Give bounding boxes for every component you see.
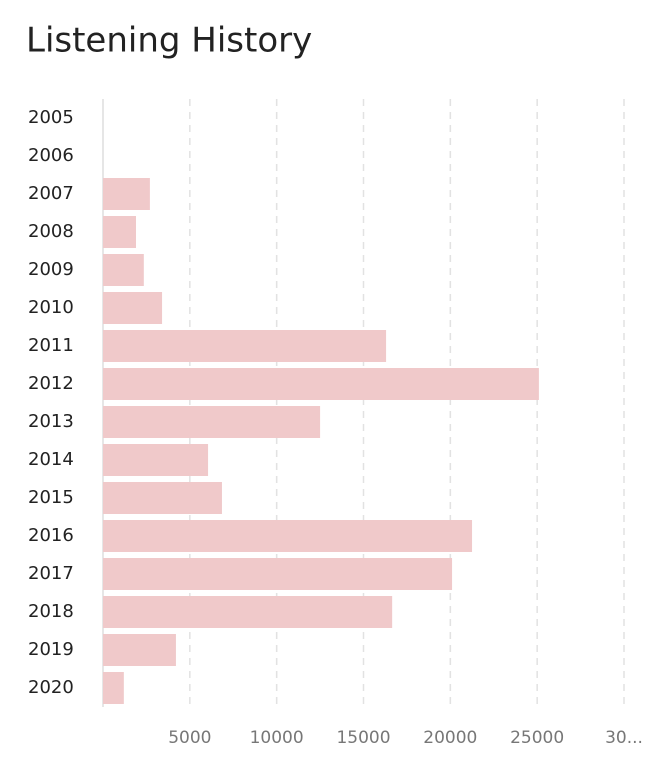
y-tick-label: 2010 — [28, 297, 74, 318]
chart-title: Listening History — [26, 21, 312, 61]
x-tick-label: 30... — [605, 728, 643, 748]
y-tick-label: 2005 — [28, 107, 74, 128]
y-tick-label: 2012 — [28, 373, 74, 394]
y-tick-label: 2018 — [28, 601, 74, 622]
y-tick-label: 2006 — [28, 145, 74, 166]
y-tick-label: 2011 — [28, 335, 74, 356]
bar — [103, 558, 453, 590]
y-tick-label: 2017 — [28, 563, 74, 584]
bar — [103, 216, 136, 248]
bar — [103, 444, 209, 476]
x-tick-label: 5000 — [168, 728, 211, 748]
y-tick-label: 2013 — [28, 411, 74, 432]
bar — [103, 596, 393, 628]
y-tick-label: 2008 — [28, 221, 74, 242]
bar — [103, 520, 473, 552]
bar — [103, 482, 222, 514]
y-tick-label: 2009 — [28, 259, 74, 280]
bar — [103, 178, 150, 210]
bar — [103, 406, 321, 438]
bar — [103, 634, 176, 666]
bar — [103, 672, 124, 704]
y-tick-label: 2016 — [28, 525, 74, 546]
y-tick-label: 2015 — [28, 487, 74, 508]
y-tick-label: 2014 — [28, 449, 74, 470]
y-tick-label: 2007 — [28, 183, 74, 204]
y-tick-label: 2019 — [28, 639, 74, 660]
x-tick-label: 25000 — [510, 728, 564, 748]
x-tick-label: 10000 — [250, 728, 304, 748]
bar — [103, 254, 144, 286]
bar — [103, 292, 163, 324]
bar — [103, 330, 387, 362]
y-tick-label: 2020 — [28, 677, 74, 698]
x-tick-label: 20000 — [423, 728, 477, 748]
bar — [103, 368, 539, 400]
x-tick-label: 15000 — [336, 728, 390, 748]
